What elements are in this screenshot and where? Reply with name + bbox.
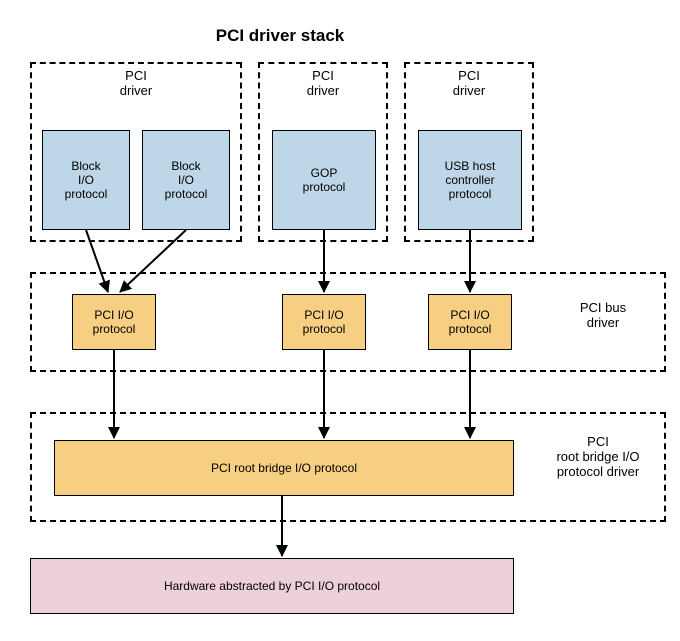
box-text: PCI I/O protocol xyxy=(449,308,492,336)
box-text: Block I/O protocol xyxy=(65,159,108,201)
label-pci-driver-2: PCI driver xyxy=(258,68,388,98)
box-text: USB host controller protocol xyxy=(445,159,496,201)
label-pci-bus-driver: PCI bus driver xyxy=(548,300,658,330)
box-text: GOP protocol xyxy=(303,166,346,194)
label-pci-driver-3: PCI driver xyxy=(404,68,534,98)
box-pci-io-protocol-3: PCI I/O protocol xyxy=(428,294,512,350)
box-pci-io-protocol-1: PCI I/O protocol xyxy=(72,294,156,350)
box-hardware-abstracted: Hardware abstracted by PCI I/O protocol xyxy=(30,558,514,614)
box-pci-io-protocol-2: PCI I/O protocol xyxy=(282,294,366,350)
box-text: Block I/O protocol xyxy=(165,159,208,201)
diagram-title: PCI driver stack xyxy=(0,26,560,46)
box-text: PCI root bridge I/O protocol xyxy=(211,461,357,475)
box-text: PCI I/O protocol xyxy=(93,308,136,336)
box-text: Hardware abstracted by PCI I/O protocol xyxy=(164,579,380,593)
label-pci-driver-1: PCI driver xyxy=(30,68,242,98)
box-pci-root-bridge-io-protocol: PCI root bridge I/O protocol xyxy=(54,440,514,496)
box-block-io-protocol-1: Block I/O protocol xyxy=(42,130,130,230)
label-root-bridge-io-driver: PCI root bridge I/O protocol driver xyxy=(536,434,660,479)
box-usb-host-controller-protocol: USB host controller protocol xyxy=(418,130,522,230)
box-gop-protocol: GOP protocol xyxy=(272,130,376,230)
box-text: PCI I/O protocol xyxy=(303,308,346,336)
title-text: PCI driver stack xyxy=(216,26,345,45)
box-block-io-protocol-2: Block I/O protocol xyxy=(142,130,230,230)
